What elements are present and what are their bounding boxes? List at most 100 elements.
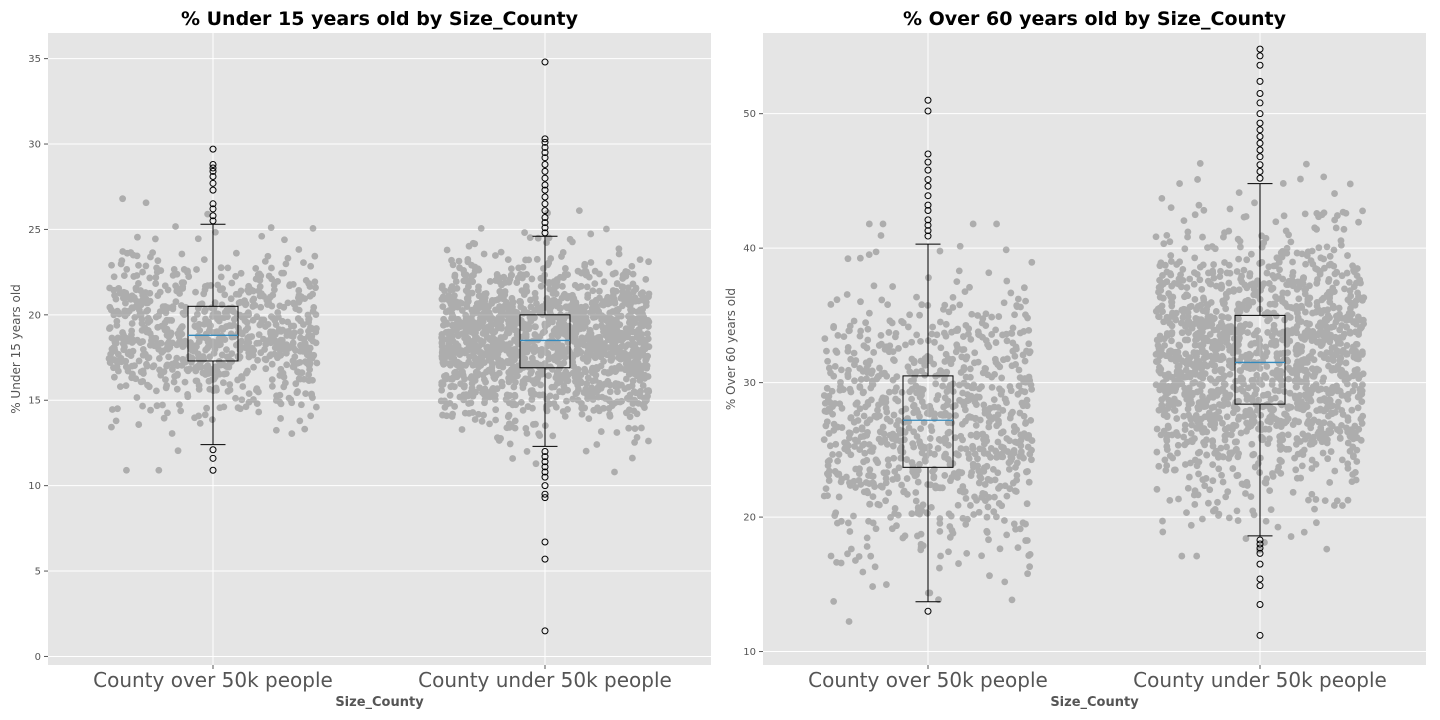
strip-point [1346, 278, 1353, 286]
strip-point [898, 481, 905, 489]
strip-point [471, 240, 479, 248]
strip-point [546, 338, 554, 346]
strip-point [962, 495, 970, 502]
strip-point [554, 342, 562, 350]
strip-point [1160, 240, 1168, 248]
strip-point [1025, 552, 1033, 559]
strip-point [142, 199, 150, 207]
strip-point [1338, 421, 1345, 429]
strip-point [1153, 425, 1161, 433]
strip-point [277, 415, 284, 422]
outlier-point [541, 468, 549, 476]
strip-point [272, 337, 279, 345]
strip-point [466, 353, 473, 361]
strip-point [983, 513, 991, 521]
outlier-point [209, 200, 217, 208]
strip-point [1008, 362, 1016, 370]
strip-point [611, 297, 619, 305]
strip-point [1279, 180, 1287, 187]
strip-point [1305, 411, 1313, 419]
strip-point [910, 357, 918, 365]
strip-point [895, 464, 903, 472]
strip-point [1008, 596, 1016, 604]
strip-point [1342, 209, 1350, 217]
strip-point [1021, 388, 1029, 396]
strip-point [1254, 327, 1261, 335]
outlier-point [1256, 139, 1264, 147]
strip-point [284, 254, 292, 262]
strip-point [224, 264, 232, 272]
box-iqr [187, 305, 239, 362]
strip-point [253, 339, 261, 347]
strip-point [1180, 217, 1188, 225]
strip-point [604, 344, 612, 352]
strip-point [1293, 249, 1301, 257]
strip-point [238, 337, 245, 345]
strip-point [151, 235, 159, 243]
strip-point [876, 364, 883, 372]
strip-point [165, 353, 173, 361]
strip-point [476, 384, 483, 392]
strip-point [979, 430, 987, 438]
strip-point [838, 424, 846, 431]
strip-point [866, 466, 874, 474]
strip-point [863, 419, 871, 427]
strip-point [1013, 303, 1021, 311]
strip-point [305, 280, 313, 287]
strip-point [889, 376, 897, 384]
strip-point [1353, 458, 1361, 465]
strip-point [1010, 428, 1018, 436]
strip-point [998, 374, 1006, 382]
strip-point [926, 589, 934, 597]
x-tick-label: County over 50k people [808, 668, 1048, 692]
strip-point [482, 368, 490, 376]
strip-point [1163, 437, 1171, 445]
strip-point [1198, 515, 1206, 523]
strip-point [1199, 374, 1207, 382]
strip-point [1184, 336, 1192, 344]
outlier-point [541, 555, 549, 563]
strip-point [1315, 418, 1323, 426]
strip-point [911, 370, 919, 378]
strip-point [1270, 406, 1278, 413]
strip-point [1305, 354, 1313, 362]
strip-point [513, 315, 521, 323]
strip-point [1359, 370, 1367, 378]
strip-point [936, 247, 944, 255]
strip-point [584, 395, 591, 403]
strip-point [513, 279, 521, 286]
strip-point [1016, 329, 1024, 337]
outlier-point [209, 454, 217, 462]
strip-point [826, 442, 834, 450]
strip-point [1265, 425, 1273, 433]
strip-point [595, 287, 603, 295]
strip-point [618, 351, 625, 359]
strip-point [822, 485, 830, 493]
strip-point [486, 278, 494, 285]
strip-point [1184, 228, 1192, 236]
strip-point [463, 294, 471, 302]
strip-point [1268, 470, 1276, 477]
strip-point [221, 336, 229, 344]
y-tick-label: 50 [743, 109, 756, 120]
strip-point [1249, 280, 1257, 288]
strip-point [1210, 342, 1218, 349]
strip-point [185, 353, 193, 360]
strip-point [560, 349, 568, 357]
strip-point [569, 296, 577, 304]
strip-point [1235, 189, 1243, 197]
strip-point [204, 338, 212, 346]
strip-point [495, 278, 503, 285]
strip-point [269, 291, 277, 299]
strip-point [1194, 415, 1202, 423]
strip-point [1215, 512, 1222, 519]
strip-point [637, 321, 645, 329]
strip-point [1299, 430, 1307, 438]
strip-point [574, 307, 582, 315]
strip-point [843, 291, 851, 298]
strip-point [442, 319, 450, 327]
strip-point [511, 392, 519, 400]
strip-point [1191, 295, 1199, 303]
strip-point [1327, 428, 1335, 436]
strip-point [891, 505, 899, 512]
